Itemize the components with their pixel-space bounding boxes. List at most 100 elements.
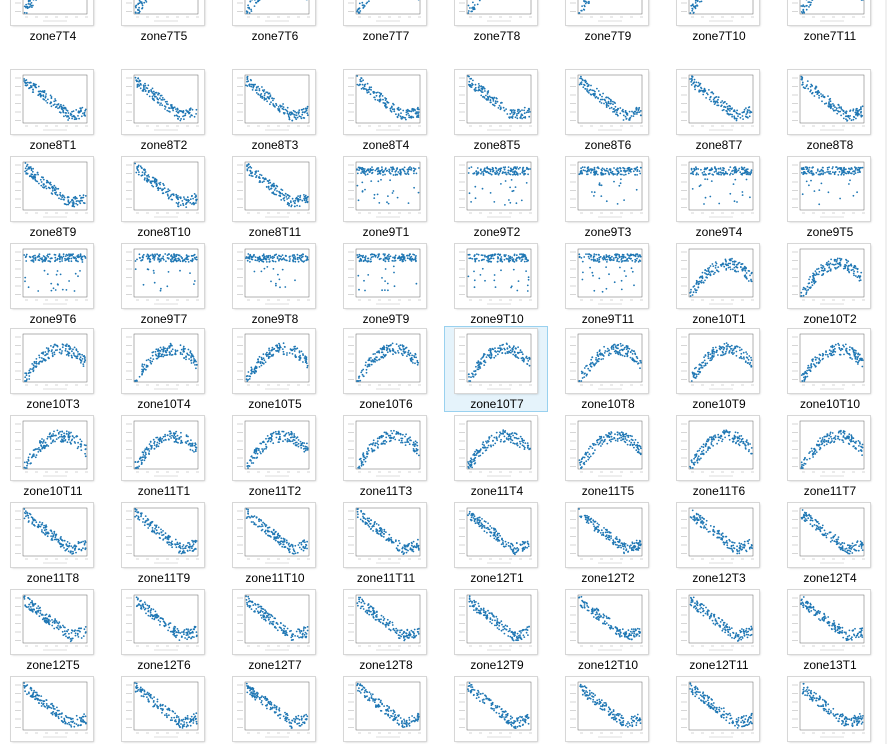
- scatter-point: [519, 253, 521, 255]
- file-icon-item[interactable]: zone9T9: [333, 241, 437, 327]
- scatter-point: [59, 256, 61, 259]
- scatter-point: [408, 257, 411, 260]
- scatter-point: [516, 114, 518, 117]
- scatter-point: [32, 167, 34, 170]
- scatter-point: [33, 173, 36, 176]
- scatter-point: [247, 4, 249, 7]
- scatter-point: [363, 279, 365, 282]
- file-icon-item[interactable]: zone9T4: [666, 154, 770, 240]
- scatter-point: [380, 169, 383, 172]
- scatter-point: [500, 269, 502, 272]
- scatter-point: [370, 256, 373, 259]
- file-icon-item[interactable]: zone8T1: [0, 67, 104, 153]
- scatter-point: [581, 5, 583, 7]
- scatter-point: [37, 90, 40, 93]
- scatter-point: [512, 113, 515, 116]
- scatter-point: [526, 166, 528, 169]
- file-icon-item[interactable]: zone9T8: [222, 241, 326, 327]
- scatter-point: [579, 77, 581, 80]
- file-icon-item[interactable]: zone8T2: [111, 67, 215, 153]
- file-icon-item[interactable]: zone8T5: [444, 67, 548, 153]
- scatter-point: [377, 91, 379, 94]
- scatter-point: [248, 255, 251, 258]
- file-icon-item[interactable]: zone7T10: [666, 0, 770, 44]
- scatter-point: [610, 106, 613, 109]
- scatter-point: [55, 105, 58, 108]
- scatter-point: [381, 277, 383, 279]
- scatter-point: [801, 81, 804, 84]
- scatter-point: [529, 168, 531, 170]
- file-icon-item[interactable]: zone9T3: [555, 154, 659, 240]
- scatter-point: [710, 168, 713, 171]
- scatter-point: [175, 255, 178, 258]
- scatter-point: [48, 182, 51, 185]
- scatter-point: [75, 257, 77, 260]
- file-icon-item[interactable]: zone8T3: [222, 67, 326, 153]
- file-icon-item[interactable]: zone8T9: [0, 154, 104, 240]
- scatter-point: [363, 256, 366, 259]
- scatter-point: [597, 97, 599, 100]
- scatter-point: [590, 169, 593, 172]
- scatter-point: [152, 90, 155, 93]
- scatter-point: [279, 286, 281, 289]
- file-icon-item[interactable]: zone9T6: [0, 241, 104, 327]
- file-icon-item[interactable]: zone8T6: [555, 67, 659, 153]
- scatter-point: [30, 169, 33, 172]
- file-icon-item[interactable]: zone7T6: [222, 0, 326, 44]
- file-icon-item[interactable]: zone9T5: [777, 154, 881, 240]
- scatter-point: [29, 3, 31, 5]
- file-icon-item[interactable]: zone7T4: [0, 0, 104, 44]
- scatter-point: [261, 95, 264, 98]
- scatter-point: [473, 8, 476, 11]
- file-icon-item[interactable]: zone9T10: [444, 241, 548, 327]
- file-icon-item[interactable]: zone7T5: [111, 0, 215, 44]
- scatter-point: [161, 188, 163, 191]
- scatter-point: [619, 107, 622, 109]
- scatter-point: [593, 173, 596, 176]
- scatter-point: [612, 100, 614, 103]
- scatter-point: [731, 115, 733, 118]
- scatter-point: [296, 199, 299, 201]
- scatter-point: [623, 167, 626, 170]
- scatter-point: [833, 173, 836, 176]
- scatter-point: [611, 170, 614, 173]
- file-icon-item[interactable]: zone9T11: [555, 241, 659, 327]
- scatter-point: [81, 106, 84, 109]
- scatter-point: [738, 167, 741, 170]
- file-icon-item[interactable]: zone7T7: [333, 0, 437, 44]
- scatter-point: [695, 172, 698, 175]
- scatter-point: [613, 110, 616, 113]
- scatter-point: [84, 108, 87, 111]
- scatter-point: [367, 91, 370, 93]
- scatter-point: [701, 172, 704, 174]
- scatter-point: [138, 0, 141, 2]
- file-icon-item[interactable]: zone8T7: [666, 67, 770, 153]
- file-icon-item[interactable]: zone8T11: [222, 154, 326, 240]
- scatter-point: [188, 111, 191, 114]
- file-icon-item[interactable]: zone7T11: [777, 0, 881, 44]
- file-icon-item[interactable]: zone7T8: [444, 0, 548, 44]
- file-icon-item[interactable]: zone8T10: [111, 154, 215, 240]
- scatter-point: [523, 173, 525, 176]
- file-icon-item[interactable]: zone8T8: [777, 67, 881, 153]
- scatter-point: [607, 101, 610, 104]
- scatter-point: [70, 257, 73, 260]
- scatter-point: [622, 119, 625, 121]
- file-icon-item[interactable]: zone7T9: [555, 0, 659, 44]
- scatter-point: [517, 112, 520, 115]
- file-icon-item[interactable]: zone9T1: [333, 154, 437, 240]
- scatter-point: [170, 194, 173, 196]
- scatter-point: [290, 204, 293, 207]
- scatter-point: [60, 198, 62, 201]
- file-icon-item[interactable]: zone8T4: [333, 67, 437, 153]
- scatter-point: [61, 258, 63, 260]
- scatter-point: [700, 87, 703, 90]
- scatter-point: [290, 201, 292, 204]
- scatter-point: [139, 257, 141, 259]
- file-icon-item[interactable]: zone9T7: [111, 241, 215, 327]
- scatter-point: [814, 91, 817, 94]
- plot-axes: [577, 161, 643, 211]
- scatter-point: [26, 81, 29, 84]
- file-icon-item[interactable]: zone9T2: [444, 154, 548, 240]
- scatter-point: [64, 255, 67, 257]
